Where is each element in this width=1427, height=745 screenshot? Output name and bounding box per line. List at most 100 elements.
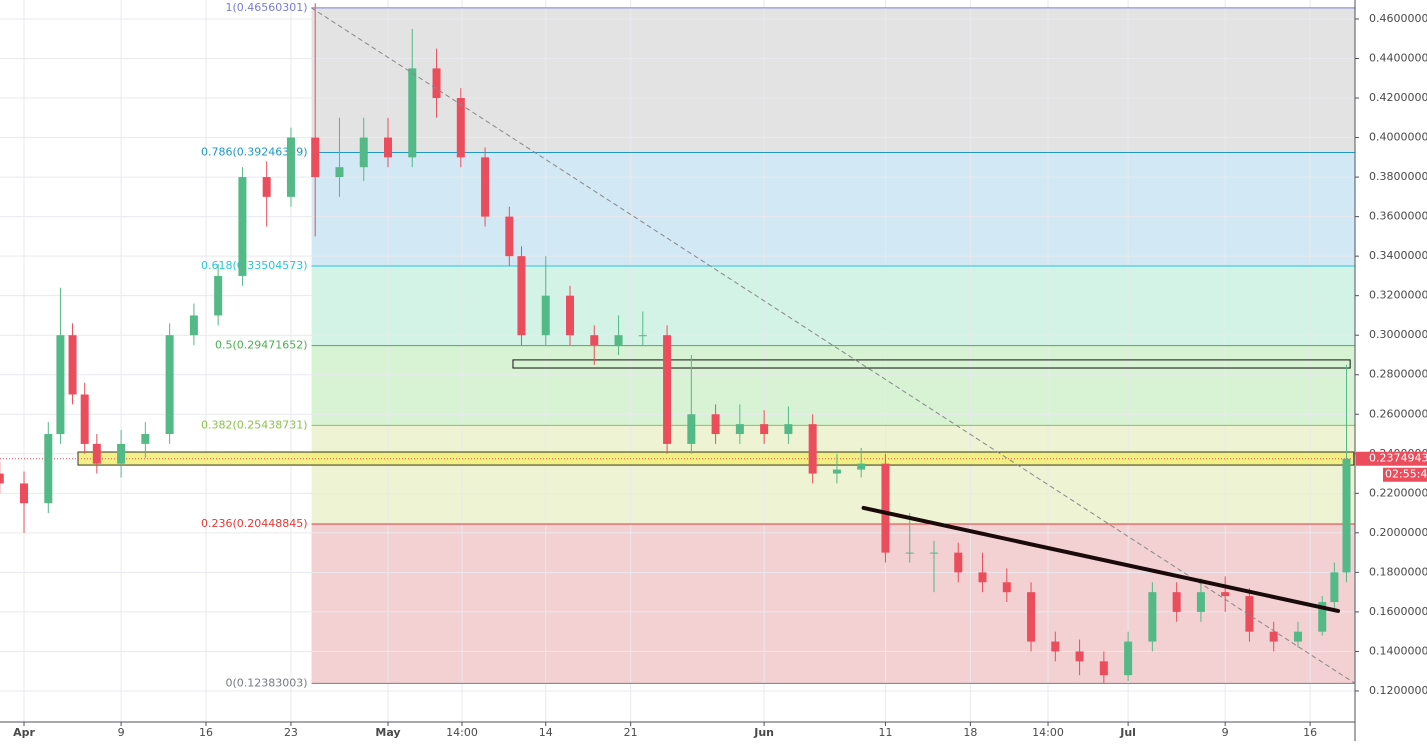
fib-label: 0.5(0.29471652) (215, 339, 308, 352)
fib-label: 0.786(0.39246359) (201, 145, 308, 158)
candle-body (566, 295, 575, 336)
x-tick-label: 14:00 (1032, 726, 1064, 739)
candle-body (784, 424, 793, 435)
candle-body (1172, 592, 1181, 612)
last-price-label: 0.23749438 (1369, 452, 1427, 465)
candle-body (44, 434, 53, 504)
candle-body (311, 137, 320, 178)
candle-body (20, 483, 29, 504)
candle-body (408, 68, 417, 158)
candle-body (541, 295, 550, 336)
countdown-box (1383, 467, 1427, 482)
candle-body (1318, 602, 1327, 632)
candle-body (1245, 596, 1254, 632)
candle-body (0, 473, 4, 484)
x-tick-label: 18 (963, 726, 977, 739)
candle-body (505, 216, 514, 257)
zone-box (512, 359, 1351, 369)
candle-body (735, 424, 744, 435)
x-tick-label: 21 (624, 726, 638, 739)
countdown-label: 02:55:47 (1385, 468, 1427, 481)
x-tick-label: 16 (199, 726, 213, 739)
candle-body (517, 256, 526, 336)
candle-body (68, 335, 77, 395)
candle-body (857, 463, 866, 470)
candle-body (808, 424, 817, 474)
candle-body (117, 443, 126, 464)
candle-body (214, 275, 223, 316)
candle-body (614, 335, 623, 346)
candle-body (238, 177, 247, 276)
candle-body (262, 177, 271, 197)
candle-body (1221, 592, 1230, 597)
fib-band (311, 345, 1355, 426)
x-tick-label: 9 (118, 726, 125, 739)
candle-body (1148, 592, 1157, 642)
candle-body (978, 572, 987, 583)
candle-body (432, 68, 441, 99)
candle-body (1269, 631, 1278, 642)
candle-body (1124, 641, 1133, 676)
candle-body (1196, 592, 1205, 612)
candle-body (1075, 651, 1084, 662)
candle-body (481, 157, 490, 217)
fib-band (311, 265, 1355, 346)
candle-body (954, 552, 963, 573)
x-tick-label: 9 (1222, 726, 1229, 739)
zone-box (77, 451, 1355, 466)
candle-body (638, 335, 647, 337)
candle-body (189, 315, 198, 336)
candle-body (711, 414, 720, 435)
fib-label: 0.618(0.33504573) (201, 259, 308, 272)
x-tick-label: Jun (753, 726, 774, 739)
candle-body (905, 552, 914, 554)
candle-body (832, 469, 841, 474)
candle-body (286, 137, 295, 197)
candle-body (80, 394, 89, 444)
x-tick-label: May (375, 726, 400, 739)
fib-label: 0.382(0.25438731) (201, 418, 308, 431)
y-tick-label: 0.46000000 (1369, 12, 1427, 25)
candle-body (929, 552, 938, 554)
candle-body (881, 463, 890, 553)
fib-label: 0(0.12383003) (225, 676, 307, 689)
fib-band (311, 7, 1355, 153)
candle-body (1051, 641, 1060, 652)
candle-body (1293, 631, 1302, 642)
candle-body (335, 167, 344, 178)
trend-line (311, 7, 1356, 684)
trend-line (861, 505, 1341, 613)
fib-band (311, 425, 1355, 524)
candle-body (590, 335, 599, 346)
x-tick-label: Apr (13, 726, 35, 739)
candle-body (1330, 572, 1339, 603)
candle-body (56, 335, 65, 435)
candle-body (760, 424, 769, 435)
candle-body (1099, 661, 1108, 676)
fib-band (311, 152, 1355, 266)
y-axis-area (1355, 0, 1427, 741)
candle-body (384, 137, 393, 158)
x-tick-label: 16 (1303, 726, 1317, 739)
x-tick-label: 11 (878, 726, 892, 739)
candle-body (663, 335, 672, 444)
fib-label: 0.236(0.20448845) (201, 517, 308, 530)
last-price-box (1356, 451, 1427, 466)
candle-body (1002, 582, 1011, 593)
x-tick-label: 23 (284, 726, 298, 739)
